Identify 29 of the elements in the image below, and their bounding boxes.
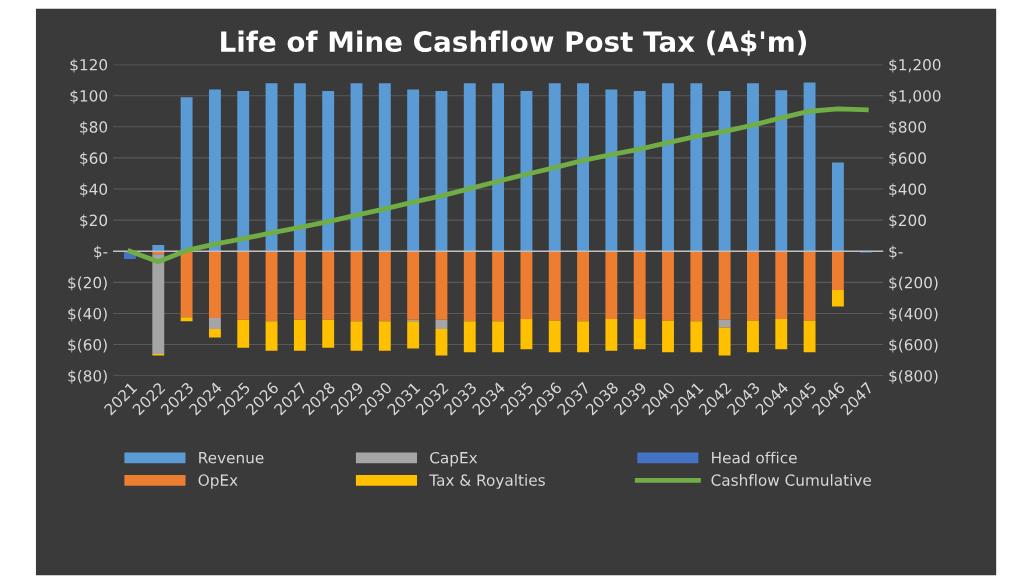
y2-tick-label: $- (889, 245, 903, 260)
y-tick-label: $(60) (68, 338, 107, 353)
legend-label: Revenue (199, 452, 264, 464)
y-tick-label: $40 (80, 183, 108, 198)
legend-label: OpEx (198, 474, 238, 489)
y-tick-label: $20 (80, 214, 108, 229)
chart-title: Life of Mine Cashflow Post Tax (A$'m) (221, 30, 807, 56)
y2-tick-label: $(600) (889, 338, 938, 353)
y2-tick-label: $800 (889, 120, 926, 135)
y2-tick-label: $(200) (889, 276, 938, 291)
y-tick-label: $100 (70, 89, 108, 104)
y-tick-label: $- (94, 245, 108, 260)
y2-tick-label: $400 (889, 183, 926, 198)
y-tick-label: $80 (80, 120, 108, 135)
y-tick-label: $(20) (68, 276, 107, 291)
legend-label: Tax & Royalties (429, 474, 545, 489)
legend-label: Cashflow Cumulative (711, 474, 871, 486)
y2-tick-label: $1,200 (889, 58, 941, 73)
y-tick-label: $(80) (68, 369, 107, 384)
y2-tick-label: $200 (889, 214, 926, 229)
y-tick-label: $60 (80, 152, 108, 166)
y-tick-label: $(40) (68, 307, 107, 322)
y2-tick-label: $600 (889, 152, 926, 166)
y2-tick-label: $(800) (889, 369, 938, 384)
legend-label: Head office (712, 451, 797, 464)
y2-tick-label: $1,000 (889, 89, 941, 104)
y-tick-label: $120 (70, 58, 108, 73)
legend-label: CapEx (430, 451, 478, 467)
y2-tick-label: $(400) (889, 307, 938, 322)
